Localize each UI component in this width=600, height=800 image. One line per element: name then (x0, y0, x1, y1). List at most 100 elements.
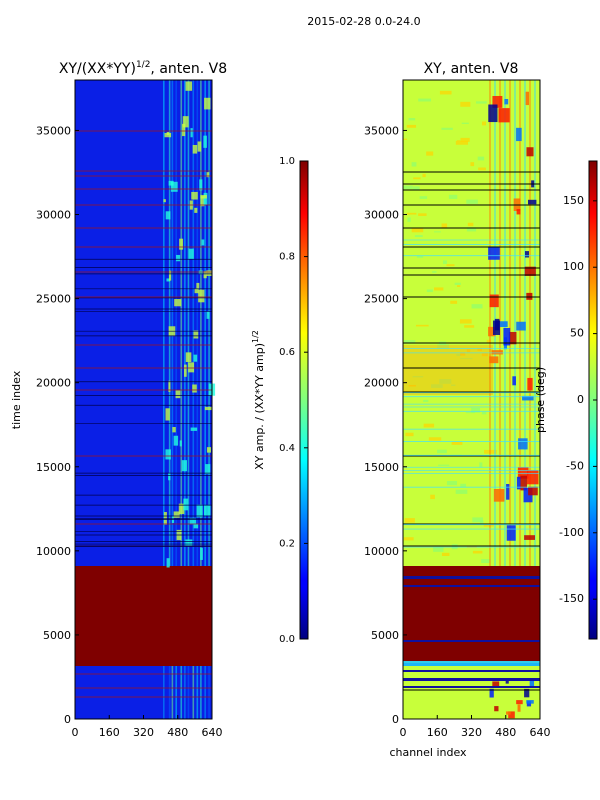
amplitude-channel-band (180, 666, 183, 719)
phase-patch (446, 480, 458, 486)
amplitude-channel-band (184, 666, 186, 719)
phase-blob (518, 438, 528, 450)
amplitude-patch (193, 330, 199, 339)
phase-blob (526, 700, 534, 704)
phase-cyan-band (403, 661, 540, 666)
phase-patch (451, 441, 463, 445)
phase-blob (489, 356, 499, 364)
y-tick-label: 35000 (36, 124, 71, 137)
amplitude-panel: XY/(XX*YY)1/2, anten. V8 0 160 320 480 640 0… (10, 60, 227, 739)
amplitude-patch (204, 97, 211, 110)
y-tick-label: 5000 (43, 629, 71, 642)
phase-blob (527, 377, 533, 391)
phase-patch (459, 319, 472, 324)
amplitude-colorbar-label: XY amp. / (XX*YY amp)1/2 (251, 330, 266, 470)
amplitude-patch (191, 191, 198, 200)
amplitude-channel-structure (163, 80, 216, 719)
amplitude-patch (206, 447, 211, 453)
phase-patch (418, 98, 432, 102)
phase-blob (527, 470, 539, 485)
phase-patch (466, 227, 477, 232)
phase-patch (478, 167, 486, 171)
colorbar-tick-label: 0.6 (279, 347, 295, 358)
phase-patch (414, 235, 423, 237)
phase-patch (423, 399, 429, 402)
x-tick-label: 320 (461, 726, 482, 739)
amplitude-channel-band (175, 666, 178, 719)
phase-blob (489, 294, 499, 308)
amplitude-channel-band (168, 80, 171, 566)
phase-blob (492, 95, 503, 108)
phase-panel-title: XY, anten. V8 (424, 61, 519, 77)
phase-blob (523, 487, 533, 503)
colorbar-tick-label: 0 (577, 393, 584, 406)
phase-blob (516, 700, 523, 705)
phase-x-axis: 0 160 320 480 640 (400, 715, 551, 739)
amplitude-patch (194, 207, 198, 213)
phase-patch (481, 121, 487, 126)
phase-dark-band (403, 640, 540, 642)
colorbar-tick-label: -100 (559, 526, 584, 539)
x-tick-label: 480 (167, 726, 188, 739)
amplitude-patch (188, 248, 194, 260)
phase-patch (431, 384, 443, 388)
phase-patch (477, 156, 485, 161)
phase-patch (411, 227, 424, 233)
phase-blob (522, 395, 534, 401)
amplitude-channel-band (175, 80, 178, 566)
amplitude-patch (205, 464, 211, 475)
phase-patch (434, 231, 441, 233)
x-tick-label: 160 (99, 726, 120, 739)
phase-patch (441, 127, 453, 130)
phase-patch (479, 462, 483, 468)
phase-patch (434, 287, 444, 291)
phase-patch (456, 285, 461, 287)
amplitude-colorbar: 0.0 0.2 0.4 0.6 0.8 1.0 XY amp. / (XX*YY amp)… (251, 156, 309, 645)
phase-patch (413, 177, 421, 180)
colorbar-tick-label: 0.2 (279, 538, 295, 549)
phase-patch (471, 407, 481, 413)
amplitude-patch (206, 311, 210, 319)
amplitude-patch (175, 390, 181, 399)
amplitude-patch (185, 81, 193, 91)
phase-blob (489, 688, 494, 698)
amplitude-colorbar-ticks: 0.0 0.2 0.4 0.6 0.8 1.0 (279, 156, 308, 645)
phase-patch (451, 384, 456, 386)
phase-patch (450, 300, 458, 304)
phase-blob (494, 706, 499, 712)
phase-blob (526, 292, 533, 300)
amplitude-patch (169, 270, 172, 281)
phase-patch (441, 223, 448, 228)
amplitude-channel-band (208, 666, 210, 719)
amplitude-channel-band (180, 80, 183, 566)
phase-blob (508, 331, 517, 345)
phase-patch (454, 282, 461, 285)
amplitude-channel-band (196, 80, 199, 566)
amplitude-patch (203, 271, 207, 279)
phase-patch (481, 352, 488, 357)
amplitude-patch (168, 473, 171, 481)
phase-patch (403, 537, 414, 541)
phase-patch (426, 151, 434, 156)
amplitude-panel-title: XY/(XX*YY)1/2, anten. V8 (59, 60, 227, 77)
amplitude-patch (163, 199, 166, 203)
phase-patch (411, 162, 417, 167)
phase-patch (464, 325, 475, 328)
phase-colorbar: -150 -100 -50 0 50 100 150 phase (deg) (534, 160, 598, 640)
amplitude-channel-band (163, 666, 165, 719)
amplitude-patch (178, 503, 185, 515)
phase-patch (456, 354, 462, 356)
phase-blob (503, 327, 511, 346)
amplitude-ylabel: time index (10, 370, 23, 429)
colorbar-tick-label: 0.8 (279, 252, 295, 263)
phase-blob (524, 535, 536, 540)
y-tick-label: 35000 (364, 124, 399, 137)
amplitude-patch (198, 289, 205, 303)
phase-patch (455, 141, 469, 145)
amplitude-patch (197, 141, 202, 152)
amplitude-patch (200, 194, 207, 199)
phase-patch (460, 101, 471, 107)
y-tick-label: 10000 (36, 545, 71, 558)
amplitude-channel-band (192, 80, 195, 566)
